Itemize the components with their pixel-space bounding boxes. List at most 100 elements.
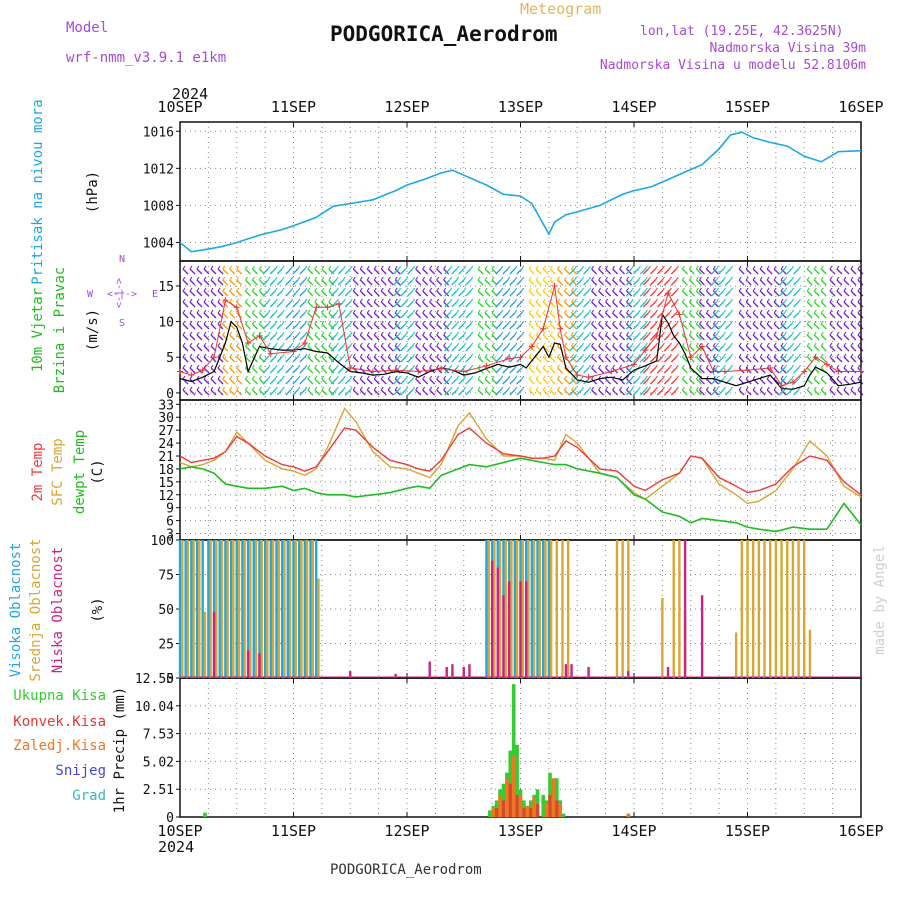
wind-barb bbox=[328, 389, 335, 396]
wind-barb bbox=[292, 367, 299, 374]
wind-barb bbox=[574, 342, 578, 347]
wind-barb bbox=[502, 323, 509, 330]
wind-barb bbox=[342, 287, 346, 292]
wind-barb bbox=[292, 279, 299, 286]
wind-barb bbox=[491, 342, 495, 347]
wind-barb bbox=[276, 323, 283, 330]
wind-barb bbox=[274, 265, 278, 270]
wind-barb bbox=[637, 364, 641, 369]
high-cloud-bar bbox=[315, 540, 318, 678]
wind-barb bbox=[422, 276, 426, 281]
wind-barb bbox=[626, 375, 630, 380]
wind-barb bbox=[330, 356, 337, 363]
wind-barb bbox=[299, 312, 306, 319]
wind-barb bbox=[210, 378, 217, 385]
wind-barb bbox=[405, 353, 409, 358]
wind-barb bbox=[281, 331, 285, 336]
wind-barb bbox=[793, 367, 800, 374]
wind-barb bbox=[766, 375, 770, 380]
wind-barb bbox=[337, 334, 344, 341]
wind-barb bbox=[681, 290, 688, 297]
wind-barb bbox=[791, 320, 795, 325]
wind-barb bbox=[196, 320, 200, 325]
wind-barb bbox=[196, 301, 203, 308]
wind-barb bbox=[581, 386, 585, 391]
wind-barb bbox=[412, 309, 416, 314]
wind-barb bbox=[630, 364, 634, 369]
wind-barb bbox=[222, 367, 229, 374]
wind-barb bbox=[393, 323, 400, 330]
wind-barb bbox=[267, 309, 271, 314]
wind-barb bbox=[698, 279, 705, 286]
wind-barb bbox=[836, 301, 843, 308]
wind-barb bbox=[780, 353, 784, 358]
wind-barb bbox=[705, 312, 712, 319]
wind-barb bbox=[583, 268, 590, 275]
wind-barb bbox=[182, 268, 189, 275]
wind-barb bbox=[415, 345, 422, 352]
wind-barb bbox=[342, 320, 346, 325]
wind-barb bbox=[352, 356, 359, 363]
wind-barb bbox=[535, 353, 539, 358]
wind-barb bbox=[663, 268, 670, 275]
wind-barb bbox=[695, 290, 702, 297]
mid-cloud-bar bbox=[661, 597, 664, 678]
wind-barb bbox=[710, 345, 717, 352]
wind-barb bbox=[516, 334, 523, 341]
wind-barb bbox=[491, 265, 495, 270]
wind-barb bbox=[217, 268, 224, 275]
compass-arrow-h: <-|-> bbox=[107, 289, 137, 300]
wind-barb bbox=[422, 364, 426, 369]
wind-barb bbox=[752, 320, 756, 325]
wind-barb bbox=[591, 323, 598, 330]
wind-barb bbox=[415, 331, 419, 336]
wind-barb bbox=[644, 331, 648, 336]
gridscale-precip-bar bbox=[491, 808, 496, 817]
wind-barb bbox=[380, 298, 384, 303]
wind-barb bbox=[780, 312, 787, 319]
station-title: PODGORICA_Aerodrom bbox=[330, 22, 558, 46]
wind-barb bbox=[429, 287, 433, 292]
wind-barb bbox=[236, 375, 240, 380]
wind-barb bbox=[299, 323, 306, 330]
wind-barb bbox=[299, 367, 306, 374]
wind-barb bbox=[766, 287, 770, 292]
wind-barb bbox=[251, 312, 258, 319]
wind-barb bbox=[688, 367, 695, 374]
wind-barb bbox=[639, 345, 646, 352]
wind-barb bbox=[436, 364, 440, 369]
wind-barb bbox=[456, 265, 460, 270]
wind-barb bbox=[642, 301, 649, 308]
wind-barb bbox=[681, 386, 685, 391]
wind-barb bbox=[451, 323, 458, 330]
wind-barb bbox=[182, 279, 189, 286]
wind-barb bbox=[705, 320, 709, 325]
wind-barb bbox=[436, 279, 443, 286]
wind-barb bbox=[387, 331, 391, 336]
wind-barb bbox=[182, 312, 189, 319]
wind-barb bbox=[335, 320, 339, 325]
wind-barb bbox=[695, 276, 699, 281]
wind-barb bbox=[443, 331, 447, 336]
wind-barb bbox=[644, 320, 648, 325]
wind-barb bbox=[681, 320, 685, 325]
wind-barb bbox=[412, 287, 416, 292]
mid-cloud-bar bbox=[538, 540, 541, 678]
wind-barb bbox=[394, 290, 401, 297]
wind-barb bbox=[258, 364, 262, 369]
wind-barb bbox=[752, 342, 756, 347]
compass-e: E bbox=[152, 289, 158, 300]
mid-cloud-bar bbox=[808, 629, 812, 678]
wind-barb bbox=[335, 309, 339, 314]
wind-barb bbox=[695, 356, 702, 363]
wind-barb bbox=[415, 323, 422, 330]
wind-barb bbox=[359, 312, 366, 319]
wind-barb bbox=[649, 367, 656, 374]
wind-barb bbox=[387, 265, 391, 270]
wind-barb bbox=[436, 375, 440, 380]
wind-barb bbox=[637, 276, 641, 281]
wind-barb bbox=[738, 276, 742, 281]
mid-cloud-bar bbox=[678, 540, 681, 678]
wind-barb bbox=[373, 279, 380, 286]
y-tick-label: 25 bbox=[158, 638, 174, 653]
